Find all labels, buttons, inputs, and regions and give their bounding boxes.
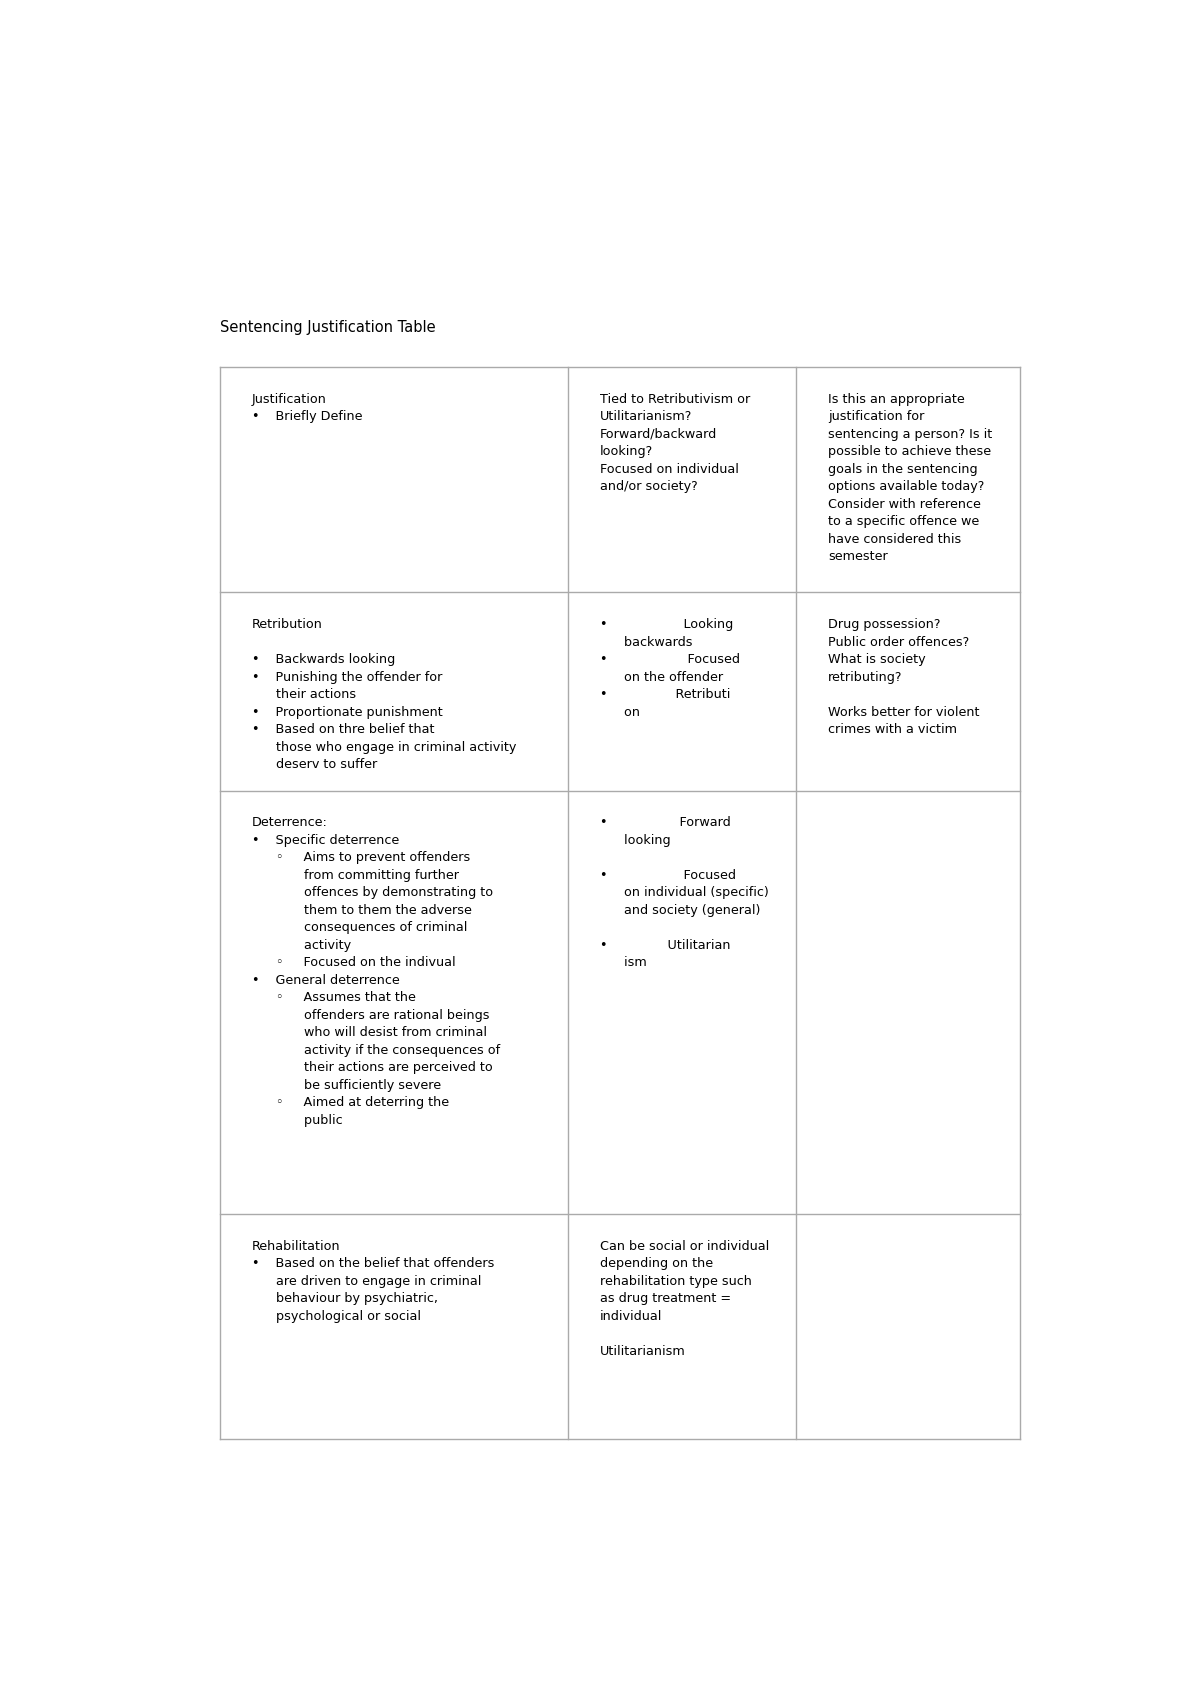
Text: Justification
•    Briefly Define: Justification • Briefly Define [252, 392, 362, 423]
Text: Is this an appropriate
justification for
sentencing a person? Is it
possible to : Is this an appropriate justification for… [828, 392, 992, 564]
Text: Deterrence:
•    Specific deterrence
      ◦     Aims to prevent offenders
     : Deterrence: • Specific deterrence ◦ Aims… [252, 817, 500, 1127]
Text: Drug possession?
Public order offences?
What is society
retributing?

Works bett: Drug possession? Public order offences? … [828, 618, 979, 735]
Text: Sentencing Justification Table: Sentencing Justification Table [220, 319, 436, 335]
Text: Rehabilitation
•    Based on the belief that offenders
      are driven to engag: Rehabilitation • Based on the belief tha… [252, 1240, 494, 1323]
Text: •                  Forward
      looking

•                   Focused
      on i: • Forward looking • Focused on i [600, 817, 769, 970]
Text: •                   Looking
      backwards
•                    Focused
      o: • Looking backwards • Focused o [600, 618, 740, 718]
Text: Tied to Retributivism or
Utilitarianism?
Forward/backward
looking?
Focused on in: Tied to Retributivism or Utilitarianism?… [600, 392, 750, 494]
Text: Retribution

•    Backwards looking
•    Punishing the offender for
      their : Retribution • Backwards looking • Punish… [252, 618, 516, 771]
Text: Can be social or individual
depending on the
rehabilitation type such
as drug tr: Can be social or individual depending on… [600, 1240, 769, 1358]
